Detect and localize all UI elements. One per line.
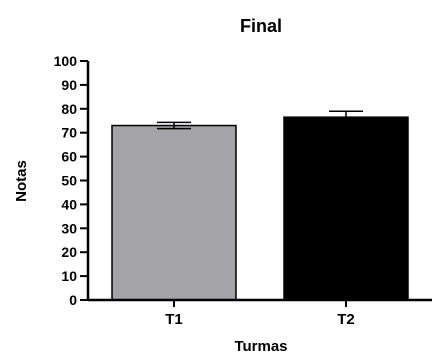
y-tick-label: 40 (61, 196, 77, 212)
y-tick-label: 20 (61, 244, 77, 260)
chart-title: Final (240, 16, 282, 36)
y-axis: 0 10 20 30 40 50 60 70 80 90 100 (54, 53, 90, 308)
y-tick-label: 90 (61, 77, 77, 93)
y-tick-label: 100 (54, 53, 78, 69)
y-tick-label: 60 (61, 149, 77, 165)
x-axis-label: Turmas (234, 338, 287, 355)
bar-t1 (111, 124, 237, 301)
bars (111, 110, 409, 301)
bar-t2 (283, 116, 409, 301)
x-axis: T1 T2 (88, 298, 432, 328)
y-axis-label: Notas (13, 160, 30, 202)
y-tick-label: 80 (61, 101, 77, 117)
y-tick-label: 10 (61, 268, 77, 284)
y-tick-label: 30 (61, 220, 77, 236)
y-tick-label: 0 (69, 292, 77, 308)
y-tick-label: 70 (61, 125, 77, 141)
x-tick-label-t1: T1 (165, 311, 183, 328)
y-tick-label: 50 (61, 173, 77, 189)
x-tick-label-t2: T2 (337, 311, 355, 328)
